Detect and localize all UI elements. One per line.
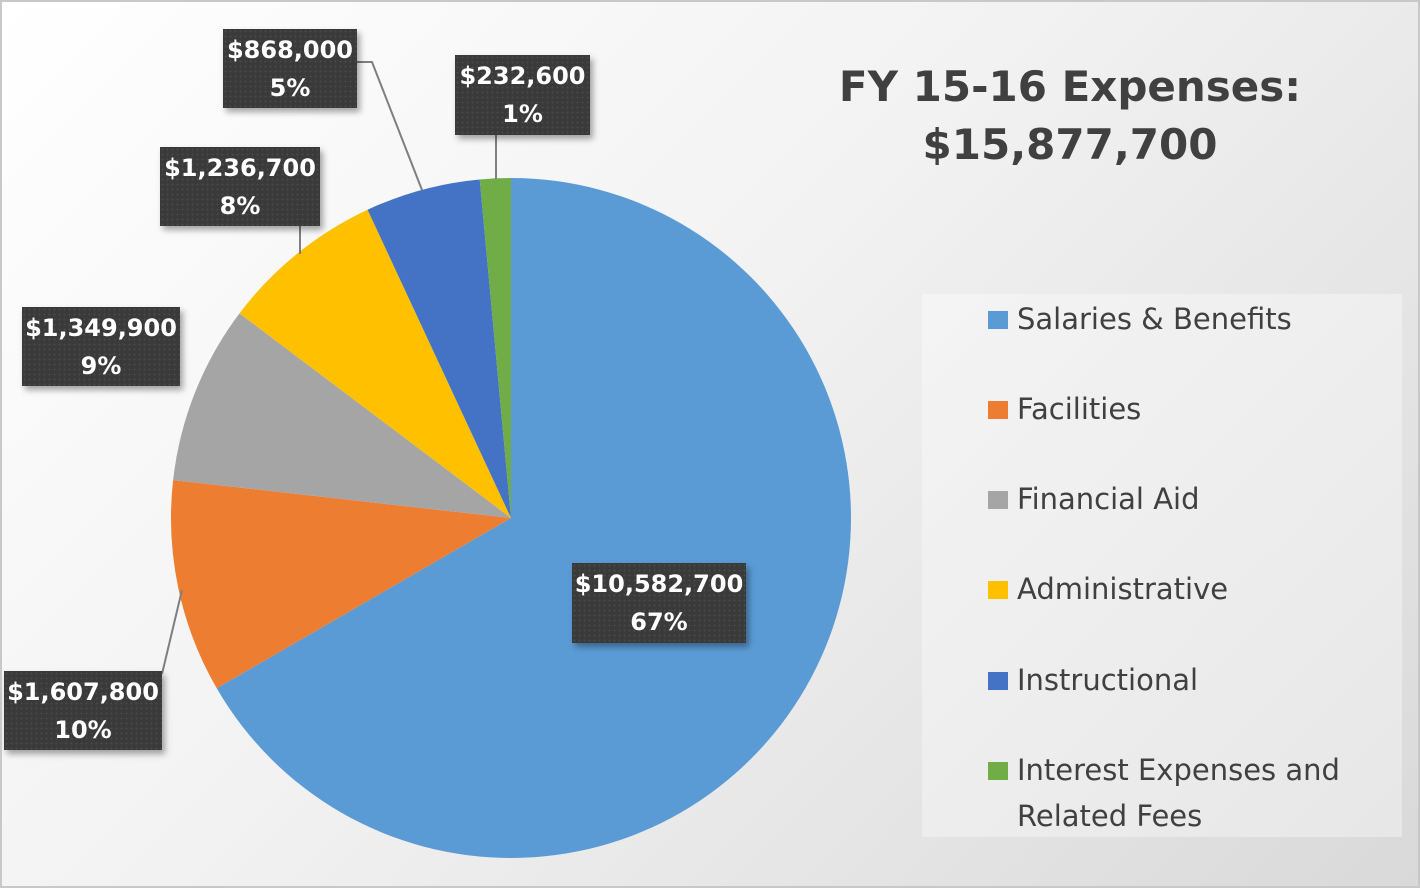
data-label-value: $1,236,700 — [164, 154, 316, 182]
legend-item-facilities: Facilities — [988, 386, 1377, 432]
chart-title: FY 15-16 Expenses: $15,877,700 — [822, 58, 1318, 174]
pie-slice-facilities — [170, 480, 511, 689]
legend-label: Interest Expenses and Related Fees — [1017, 753, 1340, 833]
legend-swatch — [988, 581, 1008, 599]
legend-label: Instructional — [1017, 663, 1199, 697]
legend-label: Facilities — [1017, 392, 1142, 426]
legend: Salaries & Benefits Facilities Financial A… — [922, 294, 1402, 837]
legend-label: Administrative — [1017, 572, 1229, 606]
legend-swatch — [988, 762, 1008, 780]
data-label-value: $1,607,800 — [7, 678, 159, 706]
pie-slice-financial-aid — [173, 313, 511, 518]
legend-swatch — [988, 311, 1008, 329]
title-line-2: $15,877,700 — [922, 120, 1218, 169]
pie-slice-interest-expenses-and-related-fees — [479, 178, 511, 518]
data-label-salaries-benefits: $10,582,700 67% — [572, 563, 746, 643]
legend-label: Financial Aid — [1017, 482, 1200, 516]
data-label-administrative: $1,236,700 8% — [160, 147, 320, 226]
data-label-instructional: $868,000 5% — [223, 29, 357, 108]
data-label-percent: 1% — [502, 100, 543, 128]
data-label-facilities: $1,607,800 10% — [4, 671, 162, 750]
data-label-value: $1,349,900 — [25, 314, 177, 342]
leader-line-facilities — [161, 589, 183, 675]
legend-item-administrative: Administrative — [988, 566, 1377, 612]
pie-slice-instructional — [367, 179, 511, 519]
data-label-interest-expenses-and-related-fees: $232,600 1% — [455, 55, 590, 135]
data-label-percent: 8% — [219, 192, 261, 220]
legend-swatch — [988, 491, 1008, 509]
legend-item-salaries-benefits: Salaries & Benefits — [988, 296, 1377, 342]
data-label-percent: 10% — [54, 716, 112, 744]
data-label-financial-aid: $1,349,900 9% — [22, 307, 180, 386]
data-label-value: $10,582,700 — [574, 570, 744, 598]
legend-swatch — [988, 401, 1008, 419]
data-label-percent: 67% — [630, 608, 688, 636]
pie-slice-salaries-benefits — [216, 178, 851, 858]
legend-item-instructional: Instructional — [988, 657, 1377, 703]
legend-item-financial-aid: Financial Aid — [988, 476, 1377, 522]
legend-item-interest-expenses-and-related-fees: Interest Expenses and Related Fees — [988, 747, 1377, 839]
legend-swatch — [988, 672, 1008, 690]
data-label-percent: 5% — [269, 74, 311, 102]
data-label-value: $868,000 — [226, 36, 353, 64]
title-line-1: FY 15-16 Expenses: — [838, 62, 1302, 111]
leader-line-instructional — [357, 61, 423, 191]
legend-label: Salaries & Benefits — [1017, 302, 1292, 336]
pie-slice-administrative — [239, 209, 511, 518]
data-label-value: $232,600 — [459, 62, 586, 90]
data-label-percent: 9% — [80, 352, 122, 380]
